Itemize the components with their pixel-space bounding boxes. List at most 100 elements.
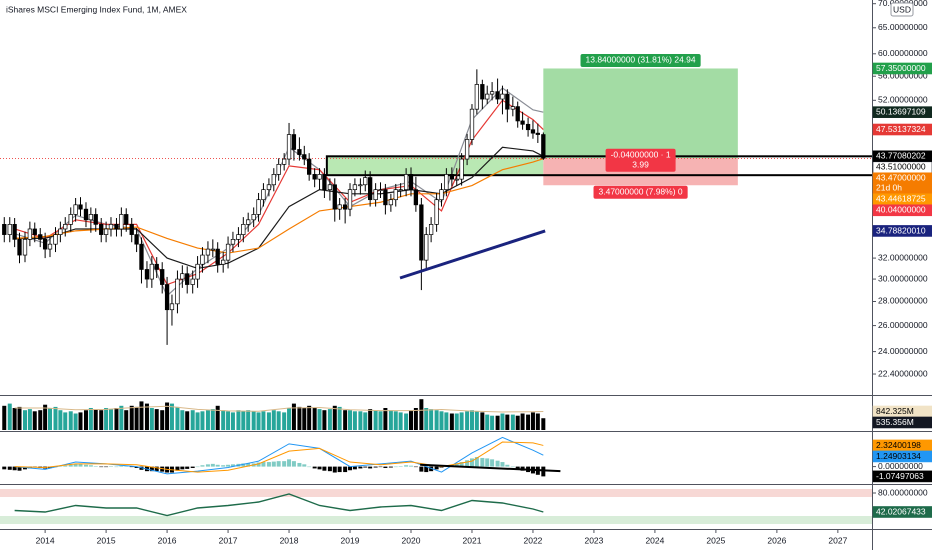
price-label: 50.13697109 bbox=[876, 107, 926, 117]
candle-body bbox=[108, 224, 114, 230]
candle-body bbox=[439, 189, 444, 201]
volume-bar bbox=[530, 412, 535, 430]
candle-body bbox=[459, 158, 464, 180]
x-tick-label: 2014 bbox=[36, 535, 55, 545]
candle-body bbox=[388, 199, 394, 206]
macd-histogram-bar bbox=[12, 466, 17, 471]
macd-histogram-bar bbox=[398, 466, 403, 467]
chart-title: iShares MSCI Emerging Index Fund, 1M, AM… bbox=[6, 4, 187, 14]
candle-body bbox=[520, 120, 525, 125]
volume-bar bbox=[88, 408, 93, 430]
volume-bar bbox=[505, 414, 510, 430]
x-tick-label: 2019 bbox=[341, 535, 360, 545]
candle-body bbox=[195, 263, 200, 280]
macd-histogram-bar bbox=[474, 457, 479, 467]
macd-histogram-bar bbox=[83, 464, 88, 467]
macd-histogram-bar bbox=[175, 466, 180, 471]
candle-body bbox=[332, 184, 337, 210]
volume-bar bbox=[246, 410, 251, 430]
candle-body bbox=[53, 234, 58, 245]
macd-histogram-bar bbox=[363, 466, 368, 468]
macd-histogram-bar bbox=[454, 463, 459, 467]
candle-body bbox=[119, 214, 124, 230]
volume-bar bbox=[180, 410, 185, 430]
macd-histogram-bar bbox=[287, 459, 292, 467]
macd-histogram-bar bbox=[2, 466, 7, 470]
candle-body bbox=[68, 214, 73, 225]
macd-histogram-bar bbox=[490, 459, 495, 467]
volume-bar bbox=[271, 410, 276, 430]
volume-bar bbox=[165, 402, 170, 430]
candle-body bbox=[282, 158, 287, 165]
price-label-box bbox=[872, 225, 932, 237]
volume-bar bbox=[434, 410, 439, 430]
macd-histogram-bar bbox=[73, 463, 78, 467]
candle-body bbox=[363, 177, 368, 186]
volume-bar bbox=[129, 405, 134, 430]
volume-bar bbox=[398, 412, 403, 430]
macd-histogram-bar bbox=[256, 462, 261, 467]
currency[interactable]: USD bbox=[893, 4, 911, 14]
volume-bar bbox=[297, 406, 302, 430]
y-tick-label: 26.00000000 bbox=[878, 320, 928, 330]
volume-bar bbox=[469, 410, 474, 430]
macd-histogram-bar bbox=[302, 464, 307, 467]
macd-histogram-bar bbox=[291, 461, 296, 467]
volume-bar bbox=[363, 412, 368, 430]
candle-body bbox=[327, 184, 333, 191]
macd-histogram-bar bbox=[114, 466, 119, 468]
currency-box[interactable] bbox=[890, 2, 914, 17]
macd-histogram-bar bbox=[505, 464, 510, 467]
y-tick-label: 22.40000000 bbox=[878, 368, 928, 378]
macd-histogram-bar bbox=[230, 464, 235, 467]
volume-bar bbox=[393, 411, 398, 430]
candle-body bbox=[464, 139, 470, 160]
x-tick-label: 2021 bbox=[463, 535, 482, 545]
candle-body bbox=[337, 204, 342, 210]
position-label-box bbox=[593, 185, 688, 199]
candle-body bbox=[449, 174, 455, 180]
volume-bar bbox=[43, 404, 48, 430]
x-tick-label: 2022 bbox=[523, 535, 542, 545]
candle-body bbox=[428, 224, 434, 235]
candle-body bbox=[17, 239, 22, 256]
candle-body bbox=[154, 263, 159, 270]
volume-bar bbox=[307, 405, 312, 430]
candle-body bbox=[185, 273, 190, 285]
position-label: 3.47000000 (7.98%) 0 bbox=[599, 187, 683, 197]
candle-body bbox=[495, 91, 500, 100]
volume-bar bbox=[282, 412, 287, 430]
candle-body bbox=[515, 106, 520, 122]
candle-body bbox=[408, 174, 414, 191]
candle-body bbox=[271, 174, 276, 186]
volume-bar bbox=[500, 413, 505, 430]
volume-bar bbox=[17, 406, 22, 430]
price-label-box bbox=[872, 62, 932, 75]
volume-bar bbox=[266, 412, 271, 430]
volume-bar bbox=[226, 411, 231, 430]
candle-body bbox=[144, 269, 150, 280]
x-tick-label: 2017 bbox=[219, 535, 238, 545]
price-label: 40.04000000 bbox=[876, 205, 926, 215]
volume-bar bbox=[68, 411, 73, 430]
macd-histogram-bar bbox=[307, 466, 312, 468]
macd-histogram-bar bbox=[210, 463, 215, 467]
volume-bar bbox=[444, 412, 449, 430]
candle-body bbox=[535, 132, 540, 135]
price-label: 57.35000000 bbox=[876, 63, 926, 73]
candle-body bbox=[78, 204, 83, 210]
volume-bar bbox=[200, 411, 205, 430]
volume-bar bbox=[510, 414, 515, 430]
macd-line bbox=[14, 441, 544, 473]
price-label-countdown: 21d 0h bbox=[876, 183, 902, 193]
macd-histogram-bar bbox=[495, 460, 500, 467]
candle-body bbox=[42, 239, 48, 250]
candle-body bbox=[99, 224, 104, 235]
candle-body bbox=[266, 184, 272, 191]
price-label-box bbox=[872, 106, 932, 118]
volume-bar bbox=[83, 410, 88, 430]
candle-body bbox=[236, 234, 241, 240]
macd-histogram-bar bbox=[261, 462, 266, 467]
candle-body bbox=[297, 149, 302, 155]
